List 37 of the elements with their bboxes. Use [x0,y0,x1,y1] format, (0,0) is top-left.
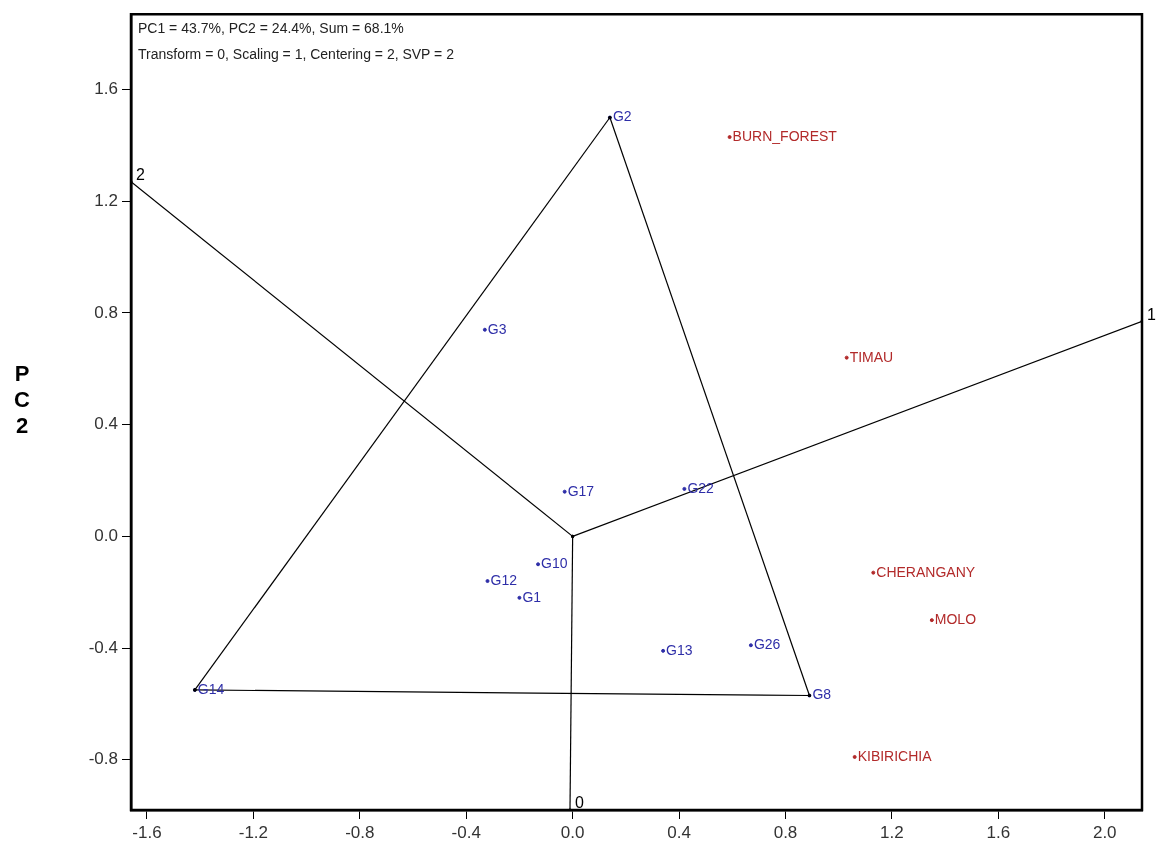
data-label: BURN_FOREST [732,127,838,144]
y-axis-title: PC2 [14,361,31,439]
x-tick-label: 0.4 [667,822,691,842]
x-tick-label: -1.6 [132,822,162,842]
data-label: G2 [612,108,632,125]
data-label: G12 [490,571,518,588]
y-tick-label: -0.8 [88,749,118,769]
x-tick-label: -0.8 [345,822,375,842]
y-tick-label: -0.4 [88,637,118,657]
y-tick-label: 0.0 [94,526,118,546]
data-label: G17 [567,482,595,499]
x-tick-label: 1.2 [880,822,904,842]
x-tick-label: -1.2 [238,822,269,842]
data-label: CHERANGANY [876,563,976,580]
data-label: TIMAU [849,348,894,365]
data-label: G1 [522,588,542,605]
data-label: G26 [753,636,781,653]
annotation: 0 [574,794,584,812]
x-tick-label: -0.4 [451,822,481,842]
text: Transform = 0, Scaling = 1, Centering = 2, SVP = 2 [138,46,455,63]
data-label: G8 [812,686,832,703]
y-tick-label: 1.2 [94,190,118,210]
y-tick-label: 0.4 [94,414,118,434]
x-tick-label: 0.8 [773,822,798,842]
data-label: MOLO [934,610,977,627]
data-label: KIBIRICHIA [857,747,933,764]
data-label: G13 [666,641,693,658]
x-tick-label: 0.0 [560,822,585,842]
annotation: 1 [1147,305,1156,323]
annotation: 2 [136,166,145,184]
data-label: G10 [541,555,568,572]
x-tick-label: 2.0 [1092,822,1117,842]
x-tick-label: 1.6 [986,822,1011,842]
data-label: G3 [487,320,507,337]
y-tick-label: 0.8 [94,302,118,322]
chart-title: PC1 = 43.7%, PC2 = 24.4%, Sum = 68.1% [138,20,404,37]
y-tick-label: 1.6 [94,79,118,99]
